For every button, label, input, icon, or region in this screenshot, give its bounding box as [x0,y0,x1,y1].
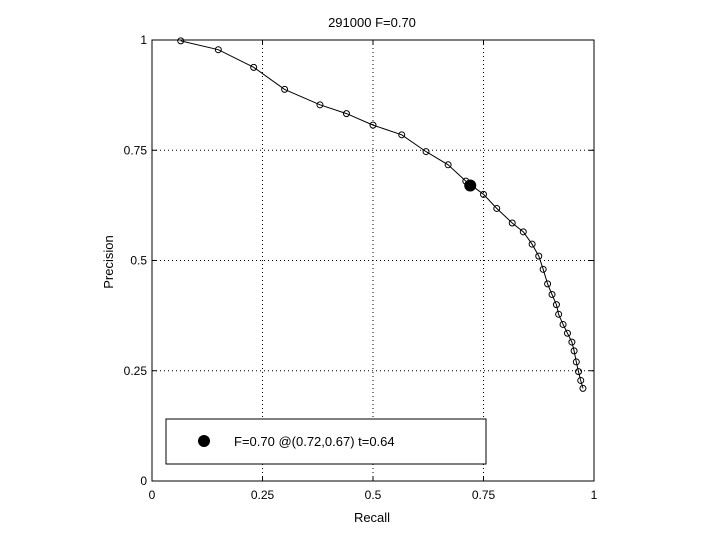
data-point [528,240,536,248]
data-point [563,329,571,337]
data-point [422,148,430,156]
data-point [570,347,578,355]
x-axis-ticks: 0 0.25 0.5 0.75 1 [149,40,598,502]
y-tick-label: 0 [140,474,147,488]
series-line [180,40,584,389]
data-point [519,228,527,236]
y-axis-label: Precision [101,235,116,288]
best-f-point [464,179,477,192]
data-point [508,219,516,227]
data-point [548,290,556,298]
data-point [281,85,289,93]
data-point [577,376,585,384]
data-point [369,121,377,129]
legend: F=0.70 @(0.72,0.67) t=0.64 [165,418,487,465]
legend-box [165,418,487,465]
data-point [214,46,222,54]
grid-lines [152,40,594,481]
x-tick-label: 1 [591,488,598,502]
x-tick-label: 0.25 [251,488,275,502]
y-axis-ticks: 0 0.25 0.5 0.75 1 [124,33,594,488]
data-point [535,252,543,260]
y-tick-label: 1 [140,33,147,47]
data-point [552,301,560,309]
data-point [544,280,552,288]
data-point [493,204,501,212]
x-axis-label: Recall [354,510,390,525]
data-point [579,384,587,392]
x-tick-label: 0 [149,488,156,502]
data-point [572,358,580,366]
chart-title: 291000 F=0.70 [328,15,416,30]
data-point [568,338,576,346]
data-point [575,368,583,376]
series-layer [177,37,587,392]
legend-marker [198,435,210,447]
y-tick-label: 0.75 [124,143,148,157]
legend-entry: F=0.70 @(0.72,0.67) t=0.64 [234,434,395,449]
y-tick-label: 0.5 [130,254,147,268]
data-point [444,161,452,169]
data-point [555,310,563,318]
x-tick-label: 0.75 [472,488,496,502]
data-point [316,101,324,109]
data-point [539,265,547,273]
data-point [559,320,567,328]
data-point [480,190,487,198]
data-point [250,63,258,71]
x-tick-label: 0.5 [365,488,382,502]
data-point [177,37,185,45]
y-tick-label: 0.25 [124,364,148,378]
data-point [342,110,350,118]
data-point [398,131,406,139]
